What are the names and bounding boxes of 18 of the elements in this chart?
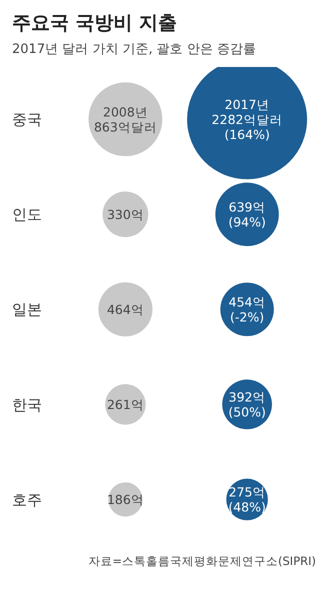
category-label: 인도 xyxy=(12,206,42,224)
text: 주요국 국방비 지출 xyxy=(11,11,178,36)
data-label: 2008년 863억달러 xyxy=(94,104,157,134)
text: 2017년 달러 가치 기준, 괄호 안은 증감률 xyxy=(11,41,258,59)
data-label: 454억 (-2%) xyxy=(228,294,266,324)
data-label: 2017년 2282억달러 (164%) xyxy=(212,96,282,142)
category-label: 일본 xyxy=(12,300,42,319)
data-label: 639억 (94%) xyxy=(228,199,266,230)
category-label: 중국 xyxy=(12,110,42,129)
data-label: 275억 (48%) xyxy=(228,484,266,514)
text: 자료=스톡홀름국제평화문제연구소(SIPRI) xyxy=(87,553,317,570)
category-label: 한국 xyxy=(12,396,42,414)
data-label: 186억 xyxy=(107,492,144,507)
data-label: 261억 xyxy=(107,396,144,412)
data-label: 464억 xyxy=(107,302,144,317)
data-label: 392억 (50%) xyxy=(228,389,266,420)
category-label: 호주 xyxy=(12,490,42,509)
data-label: 330억 xyxy=(107,206,144,222)
